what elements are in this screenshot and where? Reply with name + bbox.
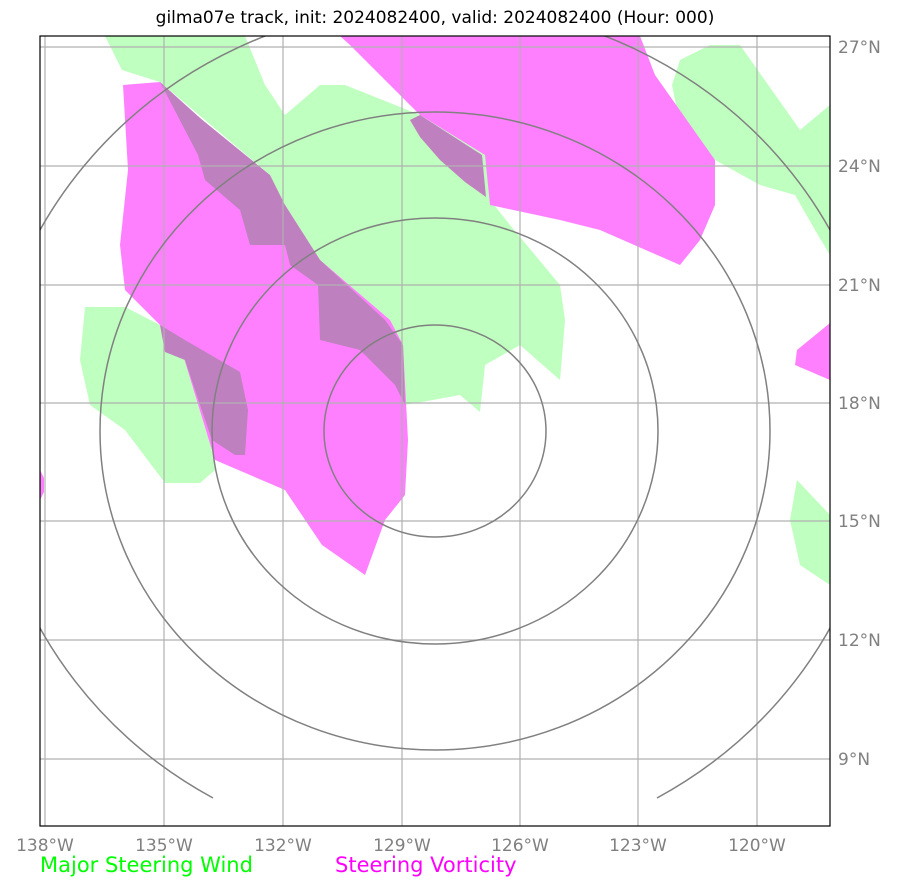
lat-label-9n: 9°N: [838, 750, 870, 770]
range-ring-1: [323, 324, 547, 538]
lon-label-123w: 123°W: [609, 836, 667, 856]
vorticity-region-east: [795, 323, 830, 380]
latitude-labels: 27°N 24°N 21°N 18°N 15°N 12°N 9°N: [838, 38, 881, 770]
legend-steering-wind: Major Steering Wind: [40, 853, 253, 877]
lat-label-18n: 18°N: [838, 394, 881, 414]
vorticity-region-north: [340, 36, 715, 265]
wind-region-east: [790, 480, 830, 585]
map-title: gilma07e track, init: 2024082400, valid:…: [155, 8, 715, 28]
wind-region-north: [105, 36, 565, 412]
lat-label-24n: 24°N: [838, 157, 881, 177]
lon-label-126w: 126°W: [491, 836, 549, 856]
lat-label-21n: 21°N: [838, 276, 881, 296]
steering-vorticity-regions: [40, 36, 830, 575]
lat-label-15n: 15°N: [838, 512, 881, 532]
longitude-labels: 138°W 135°W 132°W 129°W 126°W 123°W 120°…: [16, 836, 786, 856]
legend-steering-vorticity: Steering Vorticity: [335, 853, 517, 877]
lon-label-135w: 135°W: [135, 836, 193, 856]
lat-label-12n: 12°N: [838, 631, 881, 651]
vorticity-region-main: [120, 82, 408, 575]
overlap-band-north: [410, 115, 486, 197]
range-ring-3: [99, 111, 771, 751]
overlap-west: [160, 325, 248, 455]
steering-wind-regions: [80, 36, 830, 585]
lat-label-27n: 27°N: [838, 38, 881, 58]
map-frame: [39, 35, 831, 827]
lon-label-129w: 129°W: [373, 836, 431, 856]
gridlines: [40, 36, 830, 826]
range-rings: [40, 36, 830, 799]
wind-region-northeast: [672, 45, 830, 255]
vorticity-region-west-edge: [40, 470, 44, 500]
lon-label-120w: 120°W: [728, 836, 786, 856]
lon-label-132w: 132°W: [254, 836, 312, 856]
range-ring-2: [211, 217, 659, 645]
lon-label-138w: 138°W: [16, 836, 74, 856]
